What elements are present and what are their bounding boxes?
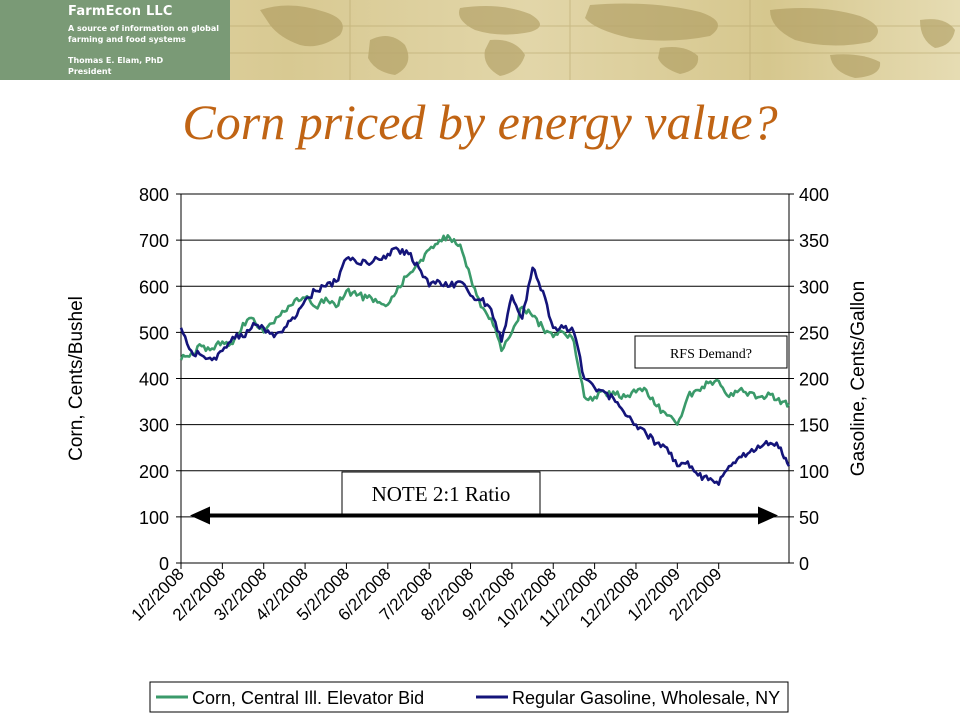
y2-tick-label: 400 <box>799 185 829 205</box>
author-title: President <box>68 67 112 76</box>
slide-title: Corn priced by energy value? <box>182 94 778 150</box>
series-line-corn <box>179 234 791 426</box>
y-tick-label: 400 <box>139 370 169 390</box>
y-tick-label: 600 <box>139 277 169 297</box>
author-block: Thomas E. Elam, PhD President <box>68 55 226 77</box>
legend-label-corn: Corn, Central Ill. Elevator Bid <box>192 688 424 708</box>
chart-legend: Corn, Central Ill. Elevator Bid Regular G… <box>149 681 789 713</box>
y-tick-label: 700 <box>139 231 169 251</box>
y2-tick-label: 250 <box>799 323 829 343</box>
y2-tick-label: 350 <box>799 231 829 251</box>
chart-axes: 0 100 200 300 400 500 600 700 800 0 50 100 150 200 250… <box>66 185 869 631</box>
legend-box <box>149 681 789 713</box>
author-name: Thomas E. Elam, PhD <box>68 56 164 65</box>
world-map-texture <box>230 0 960 80</box>
chart-series <box>179 234 791 486</box>
arrow-head-right <box>758 506 778 525</box>
plot-frame <box>180 193 790 564</box>
ratio-note-text: NOTE 2:1 Ratio <box>372 482 511 506</box>
y-tick-label: 800 <box>139 185 169 205</box>
y2-tick-label: 200 <box>799 370 829 390</box>
y2-tick-label: 50 <box>799 508 819 528</box>
org-tagline: A source of information on global farmin… <box>68 24 220 44</box>
y-tick-label: 300 <box>139 416 169 436</box>
y-tick-label: 500 <box>139 323 169 343</box>
y2-tick-label: 0 <box>799 554 809 574</box>
arrow-head-left <box>190 506 210 525</box>
y-axis-title: Corn, Cents/Bushel <box>66 296 87 461</box>
y2-tick-label: 150 <box>799 416 829 436</box>
header-banner: FarmEcon LLC A source of information on … <box>0 0 960 80</box>
rfs-demand-box <box>634 335 788 369</box>
org-name: FarmEcon LLC <box>68 4 173 19</box>
brand-box: FarmEcon LLC A source of information on … <box>0 0 230 80</box>
y2-tick-label: 100 <box>799 462 829 482</box>
y2-axis-title: Gasoline, Cents/Gallon <box>848 281 869 476</box>
legend-label-gasoline: Regular Gasoline, Wholesale, NY <box>512 688 780 708</box>
y2-tick-label: 300 <box>799 277 829 297</box>
y-tick-label: 100 <box>139 508 169 528</box>
y-tick-label: 200 <box>139 462 169 482</box>
rfs-demand-text: RFS Demand? <box>670 347 752 362</box>
chart-annotations: NOTE 2:1 Ratio RFS Demand? <box>190 335 788 525</box>
y-tick-label: 0 <box>159 554 169 574</box>
series-line-gasoline <box>179 246 791 486</box>
ratio-note-box <box>341 471 541 515</box>
